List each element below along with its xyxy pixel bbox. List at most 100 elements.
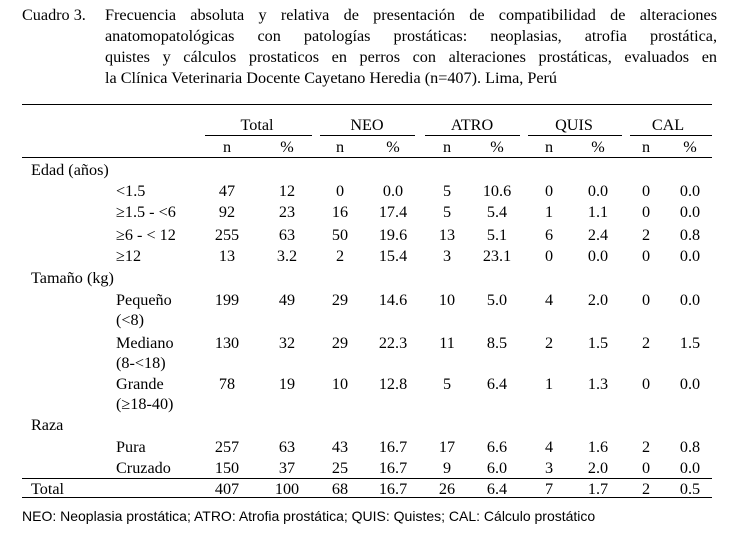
total-cell: 407 (214, 480, 240, 498)
table-cell: 0 (641, 203, 651, 221)
total-cell: 1.7 (587, 480, 609, 498)
column-header: n (442, 138, 452, 156)
column-header: % (386, 138, 400, 156)
table-cell: 6.6 (486, 438, 508, 456)
table-cell: 0.0 (679, 291, 701, 309)
table-cell: 50 (331, 226, 349, 244)
table-cell: 1.5 (587, 334, 609, 352)
table-footnote: NEO: Neoplasia prostática; ATRO: Atrofia… (22, 508, 596, 524)
section-title: Edad (años) (31, 161, 109, 179)
table-cell: 1.3 (587, 375, 609, 393)
table-cell: 0.8 (679, 226, 701, 244)
table-cell: 14.6 (378, 291, 408, 309)
table-cell: 15.4 (378, 247, 408, 265)
table-cell: 5 (442, 375, 452, 393)
table-cell: 17.4 (378, 203, 408, 221)
row-label: Cruzado (116, 459, 171, 477)
total-cell: 2 (641, 480, 651, 498)
table-cell: 19.6 (378, 226, 408, 244)
table-cell: 9 (442, 459, 452, 477)
total-cell: 26 (438, 480, 456, 498)
table-cell: 2 (544, 334, 554, 352)
table-cell: 150 (214, 459, 240, 477)
table-cell: 29 (331, 334, 349, 352)
table-cell: 19 (278, 375, 296, 393)
table-cell: 0.0 (587, 182, 609, 200)
group-underline (425, 135, 520, 136)
table-cell: 0.0 (587, 247, 609, 265)
table-cell: 10 (331, 375, 349, 393)
caption-line: Frecuencia absoluta y relativa de presen… (105, 6, 717, 24)
table-cell: 130 (214, 334, 240, 352)
column-header: % (591, 138, 605, 156)
group-underline (320, 135, 415, 136)
row-label: Pura (116, 438, 146, 456)
table-cell: 1 (544, 375, 554, 393)
row-label: ≥12 (116, 247, 142, 265)
table-cell: 5 (442, 182, 452, 200)
table-cell: 92 (218, 203, 236, 221)
row-label: (<8) (116, 311, 145, 329)
row-label: Grande (116, 375, 164, 393)
table-cell: 12.8 (378, 375, 408, 393)
total-cell: 100 (274, 480, 300, 498)
table-cell: 0 (544, 247, 554, 265)
row-label: (≥18-40) (116, 395, 174, 413)
total-cell: 6.4 (486, 480, 508, 498)
table-cell: 4 (544, 291, 554, 309)
row-label: <1.5 (116, 182, 146, 200)
table-cell: 1 (544, 203, 554, 221)
group-underline (630, 135, 712, 136)
table-cell: 0.0 (679, 375, 701, 393)
table-cell: 49 (278, 291, 296, 309)
table-cell: 13 (218, 247, 236, 265)
header-bottom-rule (22, 157, 712, 158)
row-label: ≥6 - < 12 (116, 226, 176, 244)
group-header: NEO (350, 116, 384, 134)
table-cell: 23 (278, 203, 296, 221)
total-cell: 16.7 (378, 480, 408, 498)
table-cell: 6 (544, 226, 554, 244)
table-cell: 0 (544, 182, 554, 200)
group-underline (205, 135, 312, 136)
caption-label: Cuadro 3. (22, 6, 86, 24)
table-cell: 2.0 (587, 291, 609, 309)
table-cell: 0 (641, 459, 651, 477)
table-cell: 2 (641, 226, 651, 244)
table-cell: 1.1 (587, 203, 609, 221)
table-cell: 4 (544, 438, 554, 456)
table-cell: 0 (641, 182, 651, 200)
table-cell: 3 (442, 247, 452, 265)
table-cell: 0 (641, 375, 651, 393)
table-cell: 6.0 (486, 459, 508, 477)
table-cell: 0.8 (679, 438, 701, 456)
table-cell: 0.0 (679, 459, 701, 477)
table-cell: 0.0 (679, 247, 701, 265)
total-cell: 0.5 (679, 480, 701, 498)
column-header: % (280, 138, 294, 156)
column-header: n (544, 138, 554, 156)
table-cell: 43 (331, 438, 349, 456)
total-cell: 7 (544, 480, 554, 498)
row-label: Mediano (116, 334, 174, 352)
table-cell: 10 (438, 291, 456, 309)
table-cell: 0 (641, 291, 651, 309)
table-cell: 5.0 (486, 291, 508, 309)
table-cell: 2.0 (587, 459, 609, 477)
row-label: (8-<18) (116, 354, 166, 372)
row-label: Pequeño (116, 291, 172, 309)
table-cell: 255 (214, 226, 240, 244)
section-title: Tamaño (kg) (31, 269, 114, 287)
total-cell: 68 (331, 480, 349, 498)
table-cell: 0.0 (382, 182, 404, 200)
table-cell: 25 (331, 459, 349, 477)
table-cell: 2 (641, 334, 651, 352)
table-cell: 5 (442, 203, 452, 221)
table-cell: 0.0 (679, 203, 701, 221)
table-cell: 257 (214, 438, 240, 456)
table-cell: 78 (218, 375, 236, 393)
table-cell: 47 (218, 182, 236, 200)
table-cell: 3.2 (276, 247, 298, 265)
column-header: n (222, 138, 232, 156)
section-title: Raza (31, 416, 64, 434)
